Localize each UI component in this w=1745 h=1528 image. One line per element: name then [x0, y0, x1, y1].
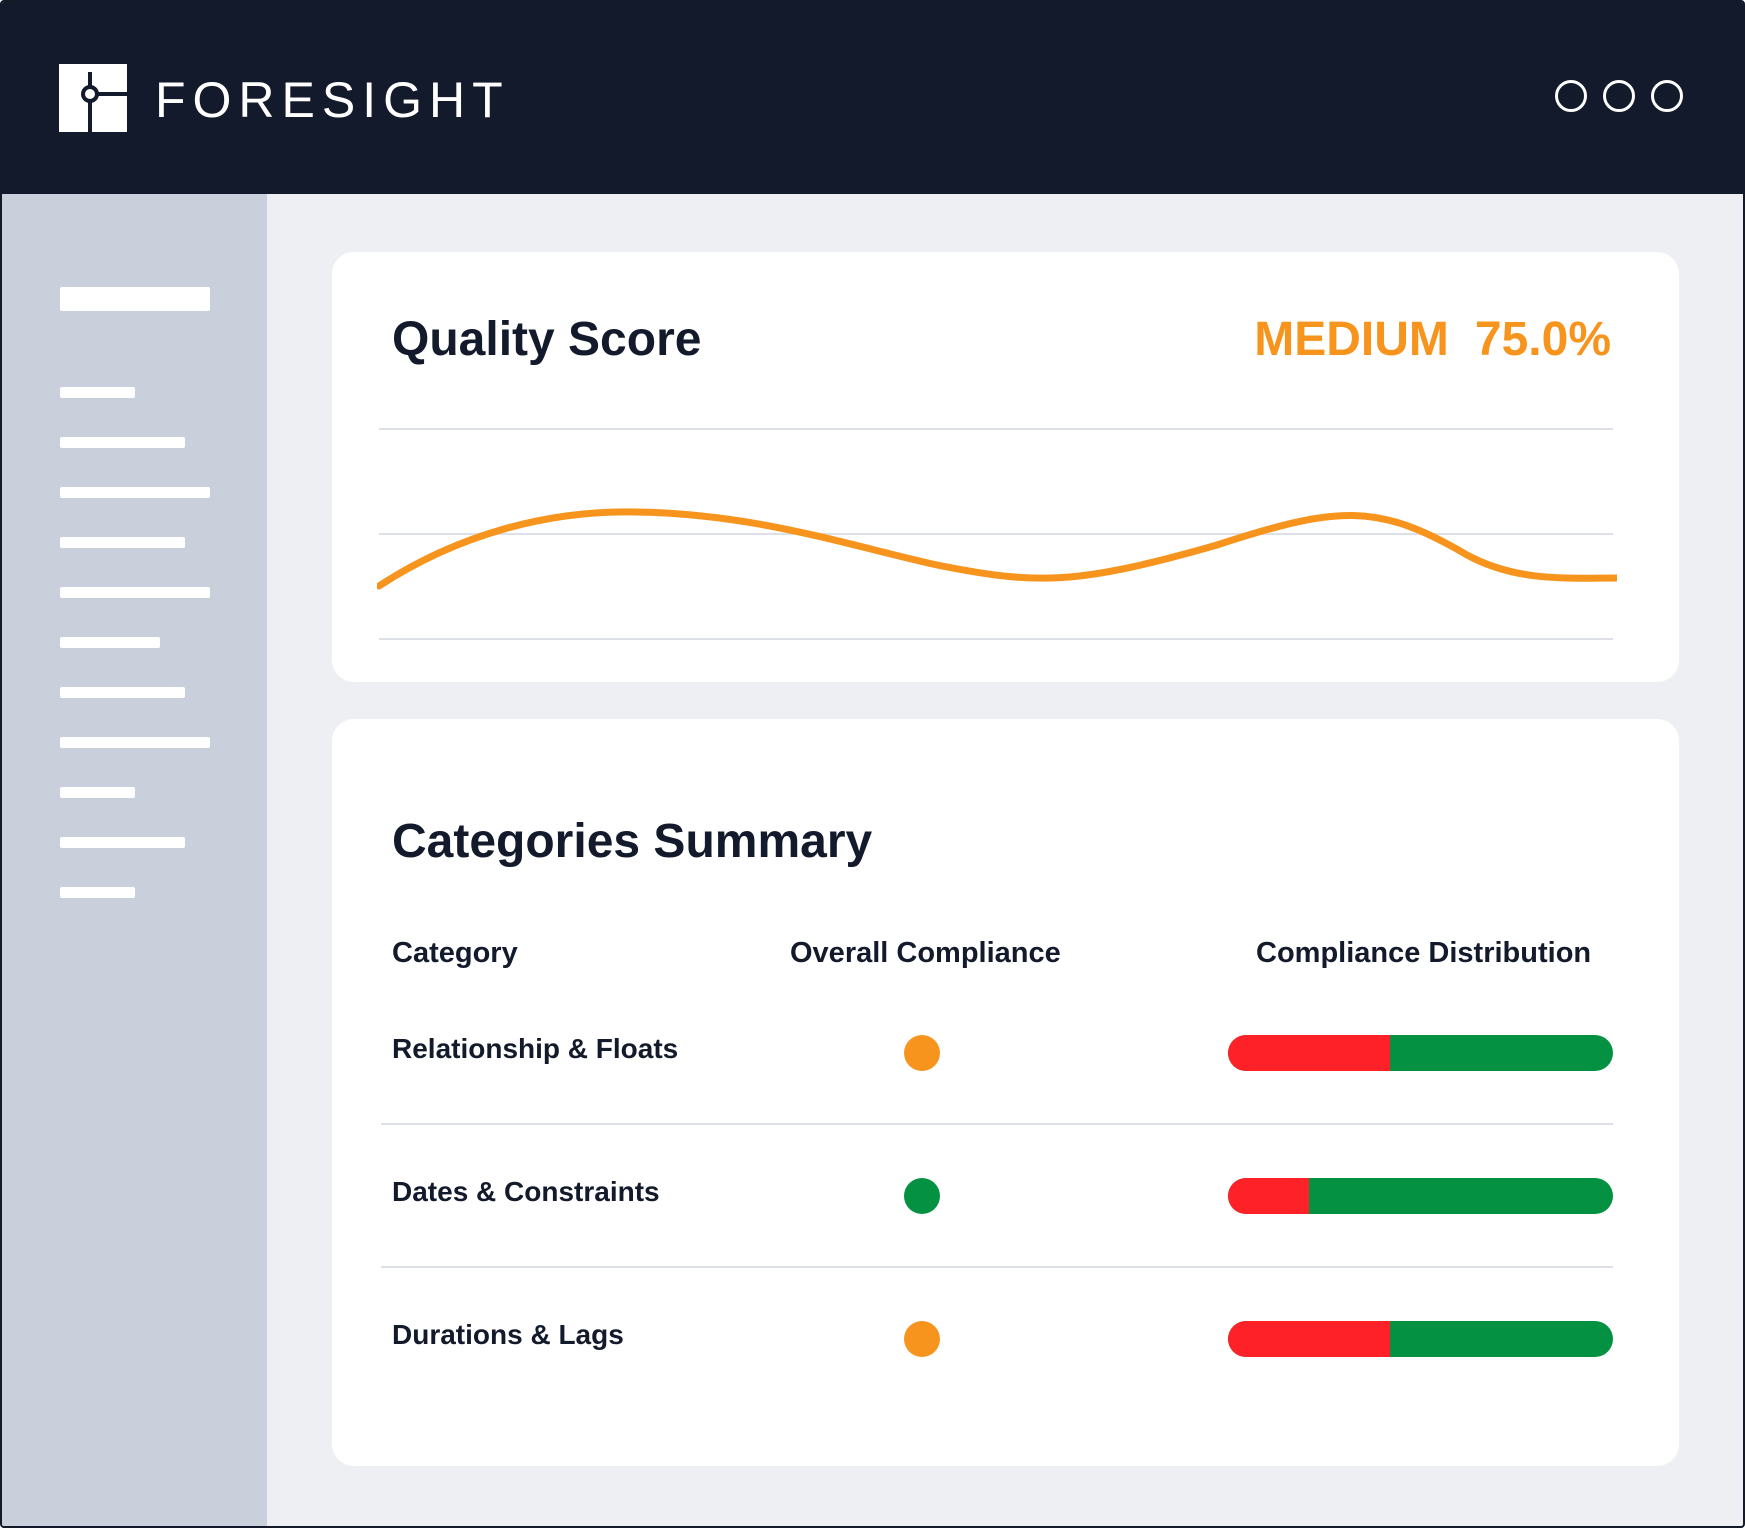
compliance-distribution-bar	[1228, 1178, 1613, 1214]
window-dot-icon[interactable]	[1555, 80, 1587, 112]
quality-score-value: MEDIUM 75.0%	[1254, 312, 1611, 367]
sidebar-item-placeholder[interactable]	[60, 637, 160, 648]
quality-trend-chart	[377, 428, 1617, 640]
sidebar-item-placeholder[interactable]	[60, 537, 185, 548]
compliance-status-dot	[904, 1035, 940, 1071]
category-label: Relationship & Floats	[392, 1033, 679, 1064]
sidebar-item-placeholder[interactable]	[60, 487, 210, 498]
sidebar-item-placeholder[interactable]	[60, 437, 185, 448]
row-divider	[381, 1123, 1613, 1125]
quality-level: MEDIUM	[1254, 313, 1449, 366]
categories-summary-title: Categories Summary	[392, 815, 873, 868]
sidebar-item-placeholder[interactable]	[60, 387, 135, 398]
sidebar-item-placeholder[interactable]	[60, 737, 210, 748]
compliance-distribution-bar	[1228, 1321, 1613, 1357]
noncompliant-segment	[1228, 1035, 1390, 1071]
sidebar-item-placeholder[interactable]	[60, 887, 135, 898]
column-header-category: Category	[392, 937, 518, 969]
category-label: Dates & Constraints	[392, 1176, 660, 1207]
noncompliant-segment	[1228, 1178, 1309, 1214]
noncompliant-segment	[1228, 1321, 1390, 1357]
category-label: Durations & Lags	[392, 1319, 624, 1350]
sidebar	[2, 194, 267, 1526]
quality-percent: 75.0%	[1474, 313, 1611, 366]
quality-trend-line	[377, 508, 1617, 590]
foresight-logo-icon	[59, 64, 127, 132]
sidebar-heading-placeholder	[60, 287, 210, 311]
column-header-compliance-distribution: Compliance Distribution	[1256, 937, 1592, 969]
column-header-overall-compliance: Overall Compliance	[790, 937, 1061, 969]
row-divider	[381, 1266, 1613, 1268]
sidebar-item-placeholder[interactable]	[60, 587, 210, 598]
sidebar-item-placeholder[interactable]	[60, 837, 185, 848]
compliance-status-dot	[904, 1321, 940, 1357]
top-bar: FORESIGHT	[2, 2, 1743, 194]
categories-summary-card: Categories Summary Category Overall Comp…	[332, 719, 1679, 1466]
compliance-status-dot	[904, 1178, 940, 1214]
sidebar-item-placeholder[interactable]	[60, 787, 135, 798]
window-controls	[1555, 80, 1683, 112]
quality-score-title: Quality Score	[392, 313, 702, 366]
sidebar-item-placeholder[interactable]	[60, 687, 185, 698]
window-dot-icon[interactable]	[1651, 80, 1683, 112]
brand-name: FORESIGHT	[155, 72, 510, 128]
quality-score-card: Quality Score MEDIUM 75.0%	[332, 252, 1679, 682]
window-dot-icon[interactable]	[1603, 80, 1635, 112]
compliance-distribution-bar	[1228, 1035, 1613, 1071]
